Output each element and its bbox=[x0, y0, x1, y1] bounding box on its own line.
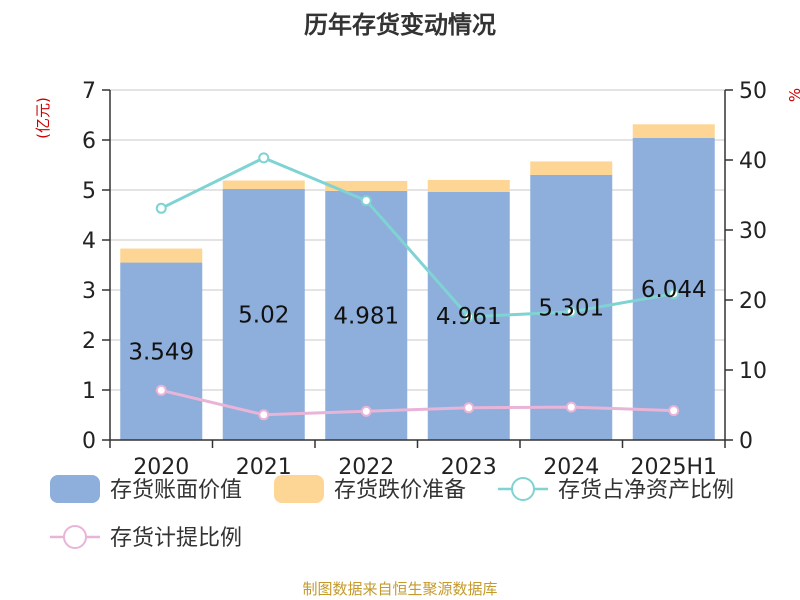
right-tick-label: 30 bbox=[739, 219, 767, 244]
chart-title: 历年存货变动情况 bbox=[304, 11, 496, 39]
bar-provision bbox=[427, 179, 510, 192]
right-axis-unit: % bbox=[786, 88, 800, 102]
right-tick-label: 50 bbox=[739, 79, 767, 104]
left-tick-label: 2 bbox=[82, 329, 96, 354]
line-inventory-to-net-assets-point bbox=[360, 195, 372, 207]
line-inventory-to-net-assets-point bbox=[155, 202, 167, 214]
bar-data-label: 3.549 bbox=[128, 339, 194, 365]
line-provision-ratio-point bbox=[565, 401, 577, 413]
left-axis-unit: (亿元) bbox=[34, 97, 52, 139]
bar-data-label: 4.961 bbox=[436, 304, 502, 330]
bar-book-value bbox=[222, 189, 305, 440]
legend-label: 存货账面价值 bbox=[110, 478, 242, 503]
line-provision-ratio-point bbox=[360, 405, 372, 417]
series-lines bbox=[155, 152, 680, 421]
legend-swatch-marker bbox=[511, 477, 535, 501]
bar-provision bbox=[325, 180, 408, 191]
axes bbox=[102, 89, 733, 448]
line-provision-ratio-point bbox=[258, 409, 270, 421]
right-tick-label: 0 bbox=[739, 429, 753, 454]
legend-swatch bbox=[274, 475, 324, 503]
legend-label: 存货计提比例 bbox=[110, 526, 242, 551]
line-provision-ratio-point bbox=[668, 405, 680, 417]
line-provision-ratio-point bbox=[155, 384, 167, 396]
right-tick-label: 40 bbox=[739, 149, 767, 174]
bar-data-label: 5.02 bbox=[238, 303, 289, 329]
bar-book-value bbox=[120, 262, 203, 440]
legend-swatch-marker bbox=[63, 525, 87, 549]
line-inventory-to-net-assets-point bbox=[668, 288, 680, 300]
bar-provision bbox=[120, 248, 203, 263]
line-inventory-to-net-assets-point bbox=[258, 152, 270, 164]
bar-provision bbox=[632, 124, 715, 138]
line-provision-ratio-point bbox=[463, 402, 475, 414]
source-note: 制图数据来自恒生聚源数据库 bbox=[302, 580, 497, 598]
legend-swatch bbox=[50, 475, 100, 503]
right-tick-label: 10 bbox=[739, 359, 767, 384]
left-tick-label: 7 bbox=[82, 79, 96, 104]
x-tick-label: 2025H1 bbox=[630, 455, 717, 480]
bar-data-labels: 3.549 5.02 4.981 4.961 5.301 6.044 bbox=[128, 277, 706, 365]
left-tick-label: 3 bbox=[82, 279, 96, 304]
bar-data-label: 5.301 bbox=[538, 295, 604, 321]
left-tick-label: 6 bbox=[82, 129, 96, 154]
grid-lines bbox=[110, 89, 725, 441]
legend-label: 存货占净资产比例 bbox=[558, 478, 734, 503]
line-inventory-to-net-assets-point bbox=[565, 306, 577, 318]
line-inventory-to-net-assets bbox=[160, 156, 675, 319]
right-tick-label: 20 bbox=[739, 289, 767, 314]
left-tick-label: 1 bbox=[82, 379, 96, 404]
line-inventory-to-net-assets-point bbox=[463, 311, 475, 323]
bar-provision bbox=[222, 180, 305, 189]
bar-data-label: 4.981 bbox=[333, 303, 399, 329]
x-tick-label: 2020 bbox=[133, 455, 189, 480]
x-tick-label: 2023 bbox=[441, 455, 497, 480]
bar-data-label: 6.044 bbox=[641, 277, 707, 303]
x-tick-label: 2024 bbox=[543, 455, 599, 480]
left-tick-label: 0 bbox=[82, 429, 96, 454]
legend-label: 存货跌价准备 bbox=[334, 478, 466, 503]
x-tick-label: 2022 bbox=[338, 455, 394, 480]
bar-provision bbox=[530, 161, 613, 175]
left-tick-label: 5 bbox=[82, 179, 96, 204]
line-provision-ratio bbox=[160, 388, 674, 417]
bars bbox=[120, 124, 715, 441]
left-tick-label: 4 bbox=[82, 229, 96, 254]
